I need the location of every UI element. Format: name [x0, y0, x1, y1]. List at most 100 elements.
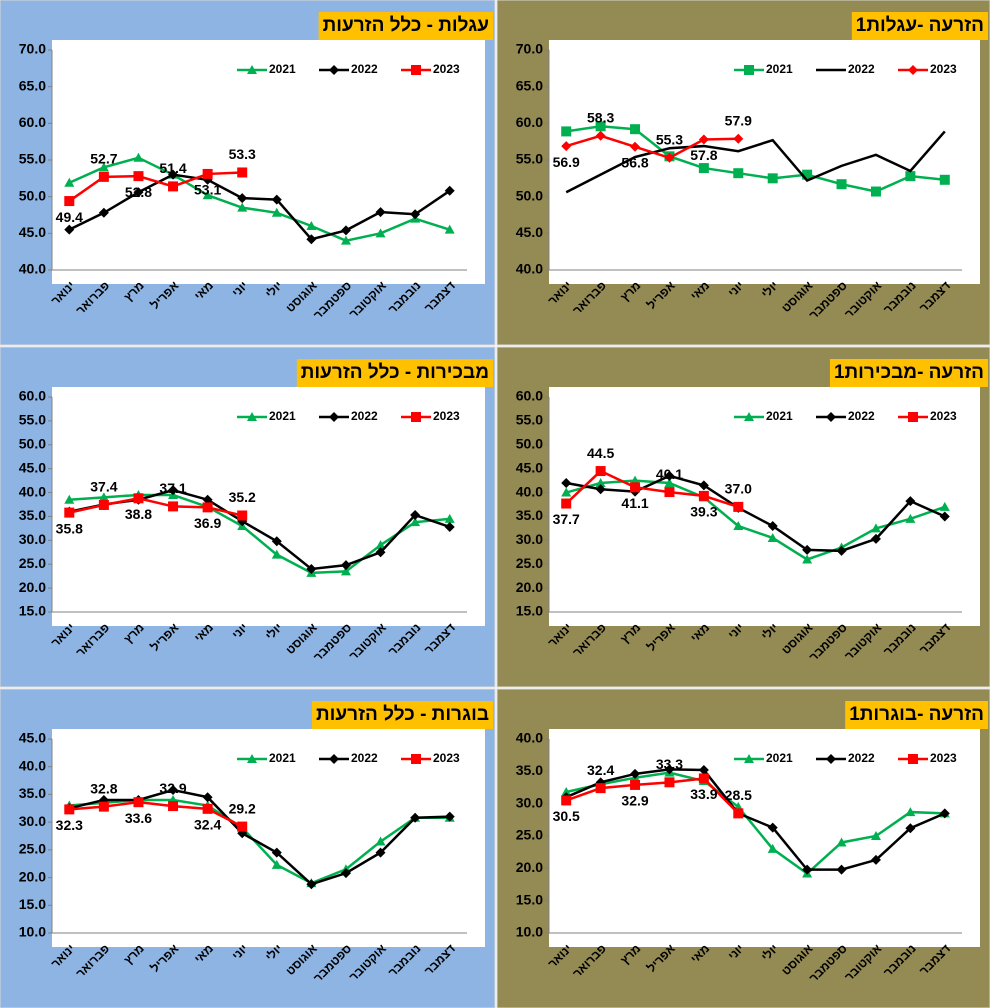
- y-tick-label: 15.0: [516, 891, 543, 907]
- series-line: [68, 173, 451, 241]
- series-line: [565, 469, 739, 509]
- marker: [168, 801, 179, 812]
- marker: [698, 134, 709, 145]
- marker: [64, 804, 75, 815]
- y-tick-label: 35.0: [19, 785, 46, 801]
- data-label: 56.9: [553, 154, 580, 170]
- marker: [237, 202, 248, 212]
- series-line: [68, 788, 450, 886]
- marker: [767, 173, 778, 184]
- marker: [905, 513, 916, 523]
- chart-title: בוגרות - כלל הזרעות: [316, 704, 489, 725]
- marker: [237, 167, 248, 178]
- marker: [375, 228, 386, 238]
- legend-label: 2021: [269, 751, 296, 765]
- marker: [630, 779, 641, 790]
- marker: [595, 130, 606, 141]
- y-tick-label: 30.0: [516, 531, 543, 547]
- marker: [411, 65, 421, 75]
- title-box: [845, 701, 988, 729]
- y-tick-label: 35.0: [19, 507, 46, 523]
- y-tick-label: 40.0: [516, 261, 543, 277]
- marker: [802, 544, 813, 555]
- marker: [836, 545, 847, 556]
- chart-title: מבכירות - כלל הזרעות: [301, 362, 489, 383]
- marker: [168, 784, 179, 795]
- marker: [306, 879, 317, 890]
- marker: [595, 121, 606, 132]
- marker: [870, 854, 881, 865]
- y-tick-label: 40.0: [19, 261, 46, 277]
- marker: [908, 65, 918, 75]
- data-label: 51.4: [159, 160, 186, 176]
- marker: [444, 811, 455, 822]
- y-tick-label: 50.0: [516, 187, 543, 203]
- marker: [410, 209, 421, 220]
- chart-title: 1הזרעה -עגלות: [856, 15, 984, 36]
- marker: [329, 754, 339, 764]
- marker: [98, 162, 109, 172]
- series-line: [69, 493, 450, 575]
- marker: [340, 235, 351, 245]
- series-line: [565, 479, 946, 561]
- series-line: [565, 768, 946, 871]
- marker: [744, 754, 754, 763]
- y-tick-label: 20.0: [19, 868, 46, 884]
- data-label: 56.8: [621, 155, 648, 171]
- marker: [98, 171, 109, 182]
- marker: [340, 868, 351, 879]
- y-tick-label: 55.0: [19, 151, 46, 167]
- series-line: [565, 771, 945, 876]
- data-label: 32.8: [90, 780, 117, 796]
- legend-label: 2021: [766, 751, 793, 765]
- y-tick-label: 35.0: [516, 507, 543, 523]
- marker: [133, 171, 144, 182]
- marker: [202, 190, 213, 200]
- marker: [664, 152, 675, 163]
- chart-title: עגלות - כלל הזרעות: [323, 15, 489, 36]
- marker: [698, 480, 709, 491]
- marker: [908, 412, 918, 422]
- series-line: [68, 156, 451, 242]
- plot-area: [549, 40, 980, 284]
- marker: [767, 843, 778, 853]
- series-line: [565, 134, 739, 160]
- marker: [444, 521, 455, 532]
- marker: [271, 536, 282, 547]
- marker: [836, 179, 847, 190]
- marker: [202, 168, 213, 179]
- marker: [271, 194, 282, 205]
- marker: [905, 807, 916, 817]
- data-label: 53.1: [194, 182, 221, 198]
- marker: [340, 560, 351, 571]
- marker: [767, 532, 778, 542]
- marker: [168, 501, 179, 512]
- marker: [237, 193, 248, 204]
- y-tick-label: 65.0: [516, 77, 543, 93]
- marker: [247, 412, 257, 421]
- marker: [133, 797, 144, 808]
- legend-label: 2022: [848, 62, 875, 76]
- legend-label: 2023: [930, 62, 957, 76]
- marker: [733, 808, 744, 819]
- marker: [561, 141, 572, 152]
- legend-label: 2023: [433, 751, 460, 765]
- title-box: [312, 701, 493, 729]
- data-label: 55.3: [656, 132, 683, 148]
- marker: [595, 484, 606, 495]
- marker: [410, 812, 421, 823]
- marker: [744, 65, 754, 75]
- marker: [767, 521, 778, 531]
- marker: [237, 510, 248, 521]
- y-tick-label: 60.0: [19, 388, 46, 404]
- data-label: 49.4: [56, 209, 83, 225]
- series-line: [68, 171, 243, 203]
- marker: [939, 174, 950, 185]
- data-label: 32.4: [194, 817, 221, 833]
- plot-area: [52, 387, 485, 626]
- legend-label: 2022: [351, 62, 378, 76]
- legend-label: 2021: [766, 62, 793, 76]
- marker: [64, 494, 75, 504]
- data-label: 32.9: [159, 780, 186, 796]
